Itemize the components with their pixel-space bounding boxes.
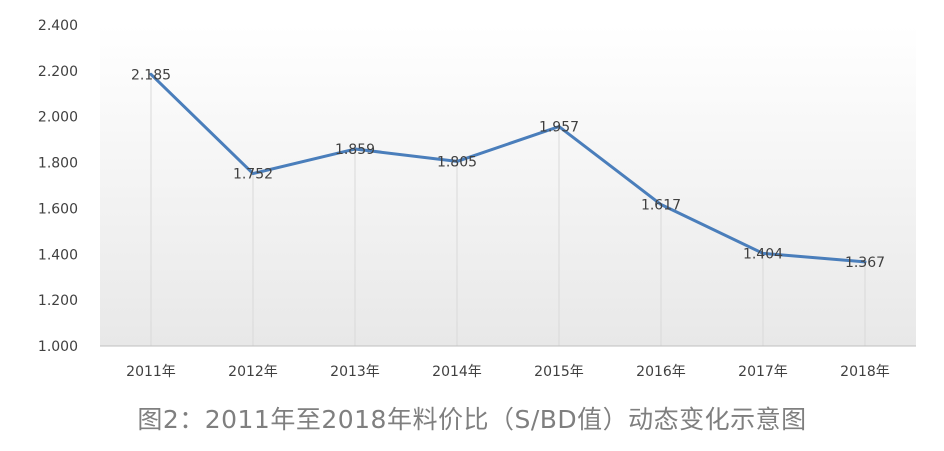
drop-lines xyxy=(150,74,866,346)
y-tick-label: 1.600 xyxy=(38,201,78,217)
data-label: 1.617 xyxy=(641,198,681,214)
x-tick-label: 2013年 xyxy=(330,364,380,380)
data-label: 1.367 xyxy=(845,255,885,271)
y-tick-label: 1.800 xyxy=(38,156,78,172)
data-label: 2.185 xyxy=(131,67,171,83)
x-tick-label: 2017年 xyxy=(738,364,788,380)
data-label: 1.805 xyxy=(437,154,477,170)
x-tick-label: 2011年 xyxy=(126,364,176,380)
y-axis-tick-labels: 1.000 1.200 1.400 1.600 1.800 2.000 2.200 2.400 xyxy=(38,18,78,355)
figure-caption: 图2：2011年至2018年料价比（S/BD值）动态变化示意图 xyxy=(137,405,807,434)
data-labels: 2.185 1.752 1.859 1.805 1.957 1.617 1.404 1.367 xyxy=(131,67,885,271)
y-tick-label: 1.200 xyxy=(38,293,78,309)
y-tick-label: 2.400 xyxy=(38,18,78,34)
x-tick-label: 2018年 xyxy=(840,364,890,380)
x-tick-label: 2016年 xyxy=(636,364,686,380)
y-tick-label: 1.000 xyxy=(38,339,78,355)
y-tick-label: 2.200 xyxy=(38,64,78,80)
x-tick-label: 2015年 xyxy=(534,364,584,380)
y-tick-label: 1.400 xyxy=(38,247,78,263)
x-tick-label: 2014年 xyxy=(432,364,482,380)
series-line xyxy=(149,72,867,264)
y-tick-label: 2.000 xyxy=(38,110,78,126)
x-axis-tick-labels: 2011年 2012年 2013年 2014年 2015年 2016年 2017年 2018年 xyxy=(126,364,890,380)
plot-area-background xyxy=(100,25,916,346)
x-tick-label: 2012年 xyxy=(228,364,278,380)
data-label: 1.859 xyxy=(335,142,375,158)
data-label: 1.752 xyxy=(233,167,273,183)
data-label: 1.404 xyxy=(743,246,783,262)
line-chart: 1.000 1.200 1.400 1.600 1.800 2.000 2.200 2.400… xyxy=(38,18,916,380)
data-label: 1.957 xyxy=(539,120,579,136)
